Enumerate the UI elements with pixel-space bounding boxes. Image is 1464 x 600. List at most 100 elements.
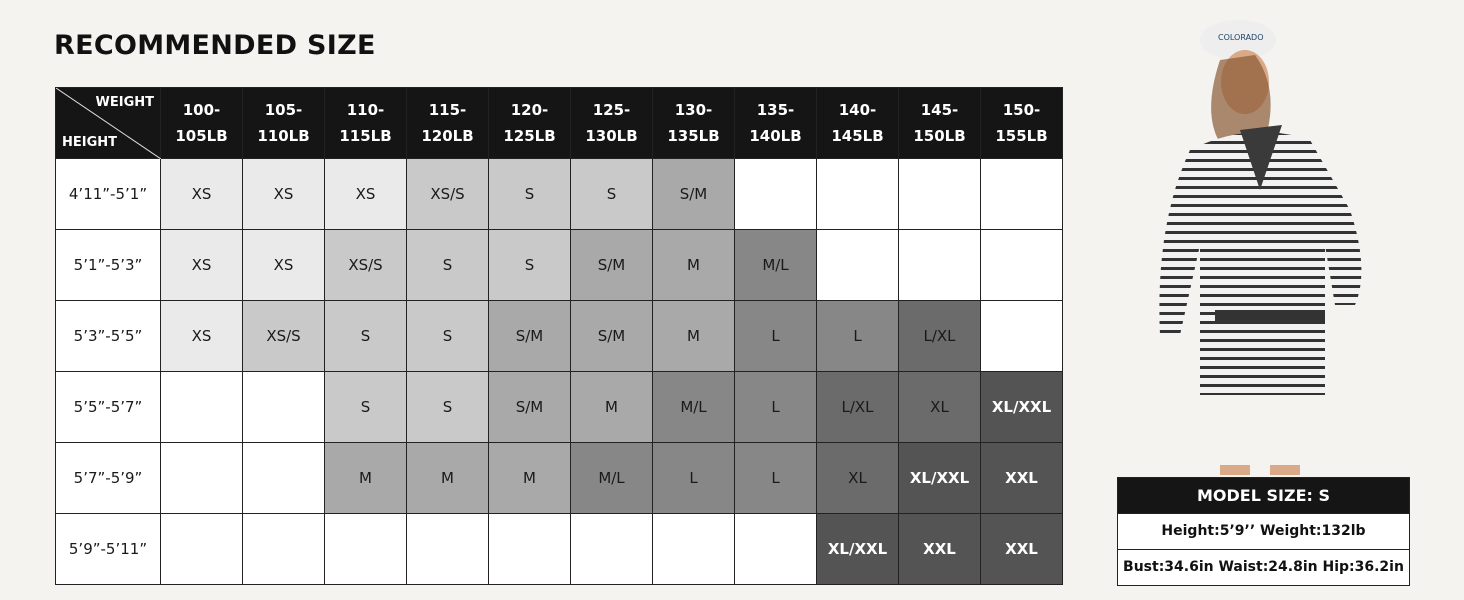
size-cell bbox=[242, 513, 325, 585]
size-cell bbox=[816, 158, 899, 230]
size-chart-table: WEIGHT HEIGHT 100- 105LB 105- 110LB 110- 115L… bbox=[55, 87, 1063, 585]
size-cell: XS bbox=[242, 158, 325, 230]
table-row: 5’9”-5’11” XL/XXL XXL XXL bbox=[55, 513, 1063, 585]
size-cell: XL bbox=[816, 442, 899, 514]
weight-range-end: 130LB bbox=[585, 127, 638, 145]
table-row: 4’11”-5’1” XS XS XS XS/S S S S/M bbox=[55, 158, 1063, 230]
size-cell: S bbox=[488, 229, 571, 301]
weight-header: 140- 145LB bbox=[816, 87, 899, 159]
size-cell: M/L bbox=[734, 229, 817, 301]
size-cell: XS/S bbox=[406, 158, 489, 230]
weight-label: WEIGHT bbox=[95, 95, 154, 110]
weight-range-end: 105LB bbox=[175, 127, 228, 145]
size-cell: XS bbox=[242, 229, 325, 301]
size-cell: XXL bbox=[980, 442, 1063, 514]
size-cell: XL/XXL bbox=[980, 371, 1063, 443]
size-cell bbox=[980, 300, 1063, 372]
size-cell bbox=[652, 513, 735, 585]
weight-range-start: 140- bbox=[838, 101, 877, 119]
size-cell bbox=[242, 371, 325, 443]
height-range: 5’1”-5’3” bbox=[55, 229, 161, 301]
size-cell: S bbox=[488, 158, 571, 230]
size-cell: L bbox=[734, 442, 817, 514]
size-cell: L/XL bbox=[898, 300, 981, 372]
corner-header: WEIGHT HEIGHT bbox=[55, 87, 161, 159]
size-cell: XL/XXL bbox=[898, 442, 981, 514]
weight-range-start: 120- bbox=[510, 101, 549, 119]
weight-range-start: 105- bbox=[264, 101, 303, 119]
size-cell: M bbox=[652, 229, 735, 301]
size-cell: S bbox=[570, 158, 653, 230]
weight-range-start: 145- bbox=[920, 101, 959, 119]
size-cell: XL bbox=[898, 371, 981, 443]
weight-header: 110- 115LB bbox=[324, 87, 407, 159]
table-row: 5’7”-5’9” M M M M/L L L XL XL/XXL XXL bbox=[55, 442, 1063, 514]
size-cell: XS bbox=[160, 229, 243, 301]
size-cell: M/L bbox=[570, 442, 653, 514]
size-cell bbox=[734, 158, 817, 230]
weight-header: 115- 120LB bbox=[406, 87, 489, 159]
weight-header: 120- 125LB bbox=[488, 87, 571, 159]
size-cell: M/L bbox=[652, 371, 735, 443]
size-cell: S bbox=[406, 371, 489, 443]
size-cell: XXL bbox=[980, 513, 1063, 585]
size-cell: L bbox=[816, 300, 899, 372]
weight-header: 100- 105LB bbox=[160, 87, 243, 159]
weight-range-end: 155LB bbox=[995, 127, 1048, 145]
size-cell: S bbox=[406, 229, 489, 301]
weight-header: 145- 150LB bbox=[898, 87, 981, 159]
weight-header: 150- 155LB bbox=[980, 87, 1063, 159]
model-photo: COLORADO bbox=[1120, 10, 1420, 475]
size-cell: S bbox=[324, 300, 407, 372]
size-cell bbox=[980, 229, 1063, 301]
size-cell: L bbox=[734, 371, 817, 443]
size-cell bbox=[898, 229, 981, 301]
weight-header: 105- 110LB bbox=[242, 87, 325, 159]
height-range: 5’3”-5’5” bbox=[55, 300, 161, 372]
size-cell bbox=[898, 158, 981, 230]
weight-range-end: 115LB bbox=[339, 127, 392, 145]
model-size-box: MODEL SIZE: S Height:5’9’’ Weight:132lb … bbox=[1117, 477, 1410, 586]
size-cell bbox=[488, 513, 571, 585]
weight-range-start: 135- bbox=[756, 101, 795, 119]
diagonal-divider bbox=[56, 88, 161, 159]
height-range: 5’9”-5’11” bbox=[55, 513, 161, 585]
table-row: 5’5”-5’7” S S S/M M M/L L L/XL XL XL/XXL bbox=[55, 371, 1063, 443]
weight-range-start: 130- bbox=[674, 101, 713, 119]
weight-range-start: 100- bbox=[182, 101, 221, 119]
weight-header: 135- 140LB bbox=[734, 87, 817, 159]
table-row: 5’1”-5’3” XS XS XS/S S S S/M M M/L bbox=[55, 229, 1063, 301]
weight-range-end: 145LB bbox=[831, 127, 884, 145]
height-label: HEIGHT bbox=[62, 135, 118, 150]
size-cell: S/M bbox=[652, 158, 735, 230]
size-cell: M bbox=[652, 300, 735, 372]
size-cell: XS bbox=[160, 300, 243, 372]
weight-range-end: 135LB bbox=[667, 127, 720, 145]
size-cell bbox=[734, 513, 817, 585]
size-cell bbox=[242, 442, 325, 514]
weight-range-start: 115- bbox=[428, 101, 467, 119]
weight-range-start: 150- bbox=[1002, 101, 1041, 119]
table-row: 5’3”-5’5” XS XS/S S S S/M S/M M L L L/XL bbox=[55, 300, 1063, 372]
model-size-header: MODEL SIZE: S bbox=[1118, 478, 1409, 513]
cap-text: COLORADO bbox=[1218, 33, 1264, 42]
weight-range-end: 150LB bbox=[913, 127, 966, 145]
weight-range-end: 140LB bbox=[749, 127, 802, 145]
height-range: 5’7”-5’9” bbox=[55, 442, 161, 514]
size-cell: XXL bbox=[898, 513, 981, 585]
size-cell: L bbox=[652, 442, 735, 514]
size-cell bbox=[160, 442, 243, 514]
size-cell: M bbox=[324, 442, 407, 514]
size-cell bbox=[570, 513, 653, 585]
size-cell bbox=[406, 513, 489, 585]
size-cell: S/M bbox=[570, 300, 653, 372]
size-cell: L bbox=[734, 300, 817, 372]
model-measurements: Bust:34.6in Waist:24.8in Hip:36.2in bbox=[1118, 549, 1409, 585]
height-range: 4’11”-5’1” bbox=[55, 158, 161, 230]
size-cell: M bbox=[570, 371, 653, 443]
size-cell bbox=[980, 158, 1063, 230]
weight-range-start: 125- bbox=[592, 101, 631, 119]
size-cell: XL/XXL bbox=[816, 513, 899, 585]
size-cell: M bbox=[488, 442, 571, 514]
size-cell bbox=[160, 513, 243, 585]
